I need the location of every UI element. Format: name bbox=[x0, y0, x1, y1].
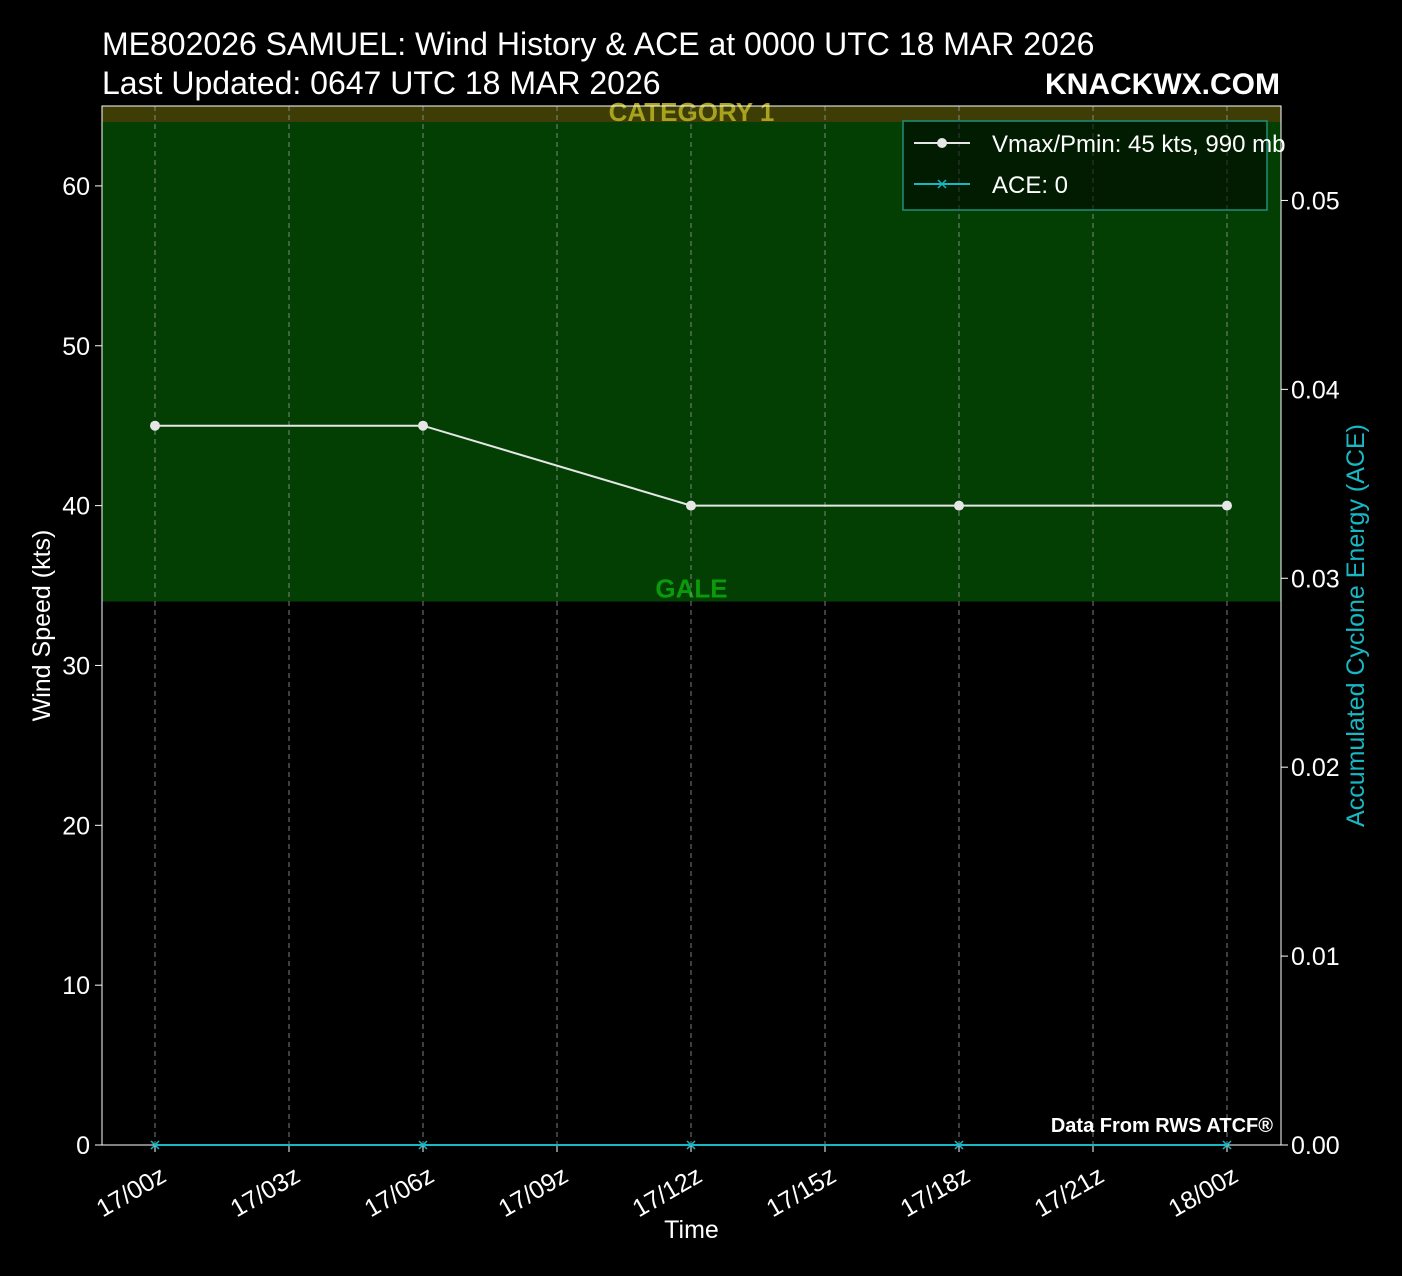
y-tick-label: 60 bbox=[62, 173, 90, 201]
y-tick-label: 10 bbox=[62, 972, 90, 1000]
y-tick-label: 0 bbox=[76, 1132, 90, 1160]
x-tick-label: 17/15z bbox=[762, 1161, 841, 1223]
y-tick-label: 50 bbox=[62, 333, 90, 361]
vmax-point bbox=[954, 500, 964, 511]
ace-point bbox=[418, 1140, 428, 1150]
legend-marker bbox=[937, 138, 947, 148]
y-tick-label: 40 bbox=[62, 493, 90, 521]
legend-entry: ACE: 0 bbox=[992, 172, 1068, 199]
band-label: CATEGORY 1 bbox=[609, 97, 775, 127]
x-tick-label: 17/03z bbox=[226, 1161, 305, 1223]
y-tick-label: 20 bbox=[62, 812, 90, 840]
x-tick-label: 17/12z bbox=[628, 1161, 707, 1223]
y2-tick-label: 0.04 bbox=[1291, 376, 1340, 404]
chart-title: ME802026 SAMUEL: Wind History & ACE at 0… bbox=[102, 26, 1095, 62]
y2-tick-label: 0.05 bbox=[1291, 187, 1340, 215]
vmax-point bbox=[150, 420, 160, 431]
y2-tick-label: 0.01 bbox=[1291, 943, 1340, 971]
legend-entry: Vmax/Pmin: 45 kts, 990 mb bbox=[992, 131, 1285, 158]
y2-tick-label: 0.03 bbox=[1291, 565, 1340, 593]
y-tick-label: 30 bbox=[62, 652, 90, 680]
y2-tick-label: 0.00 bbox=[1291, 1132, 1340, 1160]
ace-point bbox=[150, 1140, 160, 1150]
vmax-point bbox=[1222, 500, 1232, 511]
y2-axis-label: Accumulated Cyclone Energy (ACE) bbox=[1342, 424, 1370, 827]
vmax-point bbox=[418, 420, 428, 431]
x-axis-label: Time bbox=[664, 1216, 719, 1244]
data-source-annotation: Data From RWS ATCF® bbox=[1051, 1115, 1273, 1137]
x-tick-label: 18/00z bbox=[1164, 1161, 1243, 1223]
legend-box bbox=[902, 120, 1268, 211]
y-axis-label: Wind Speed (kts) bbox=[28, 530, 56, 722]
vmax-point bbox=[686, 500, 696, 511]
band-category-1 bbox=[102, 106, 1281, 122]
brand-logo-text: KNACKWX.COM bbox=[1045, 68, 1280, 101]
legend-marker bbox=[937, 179, 947, 189]
x-tick-label: 17/09z bbox=[494, 1161, 573, 1223]
ace-point bbox=[954, 1140, 964, 1150]
x-tick-label: 17/00z bbox=[92, 1161, 171, 1223]
chart-subtitle: Last Updated: 0647 UTC 18 MAR 2026 bbox=[102, 65, 661, 101]
ace-point bbox=[1222, 1140, 1232, 1150]
x-tick-label: 17/18z bbox=[896, 1161, 975, 1223]
x-tick-label: 17/21z bbox=[1030, 1161, 1109, 1223]
x-tick-label: 17/06z bbox=[360, 1161, 439, 1223]
ace-point bbox=[686, 1140, 696, 1150]
y2-tick-label: 0.02 bbox=[1291, 754, 1340, 782]
